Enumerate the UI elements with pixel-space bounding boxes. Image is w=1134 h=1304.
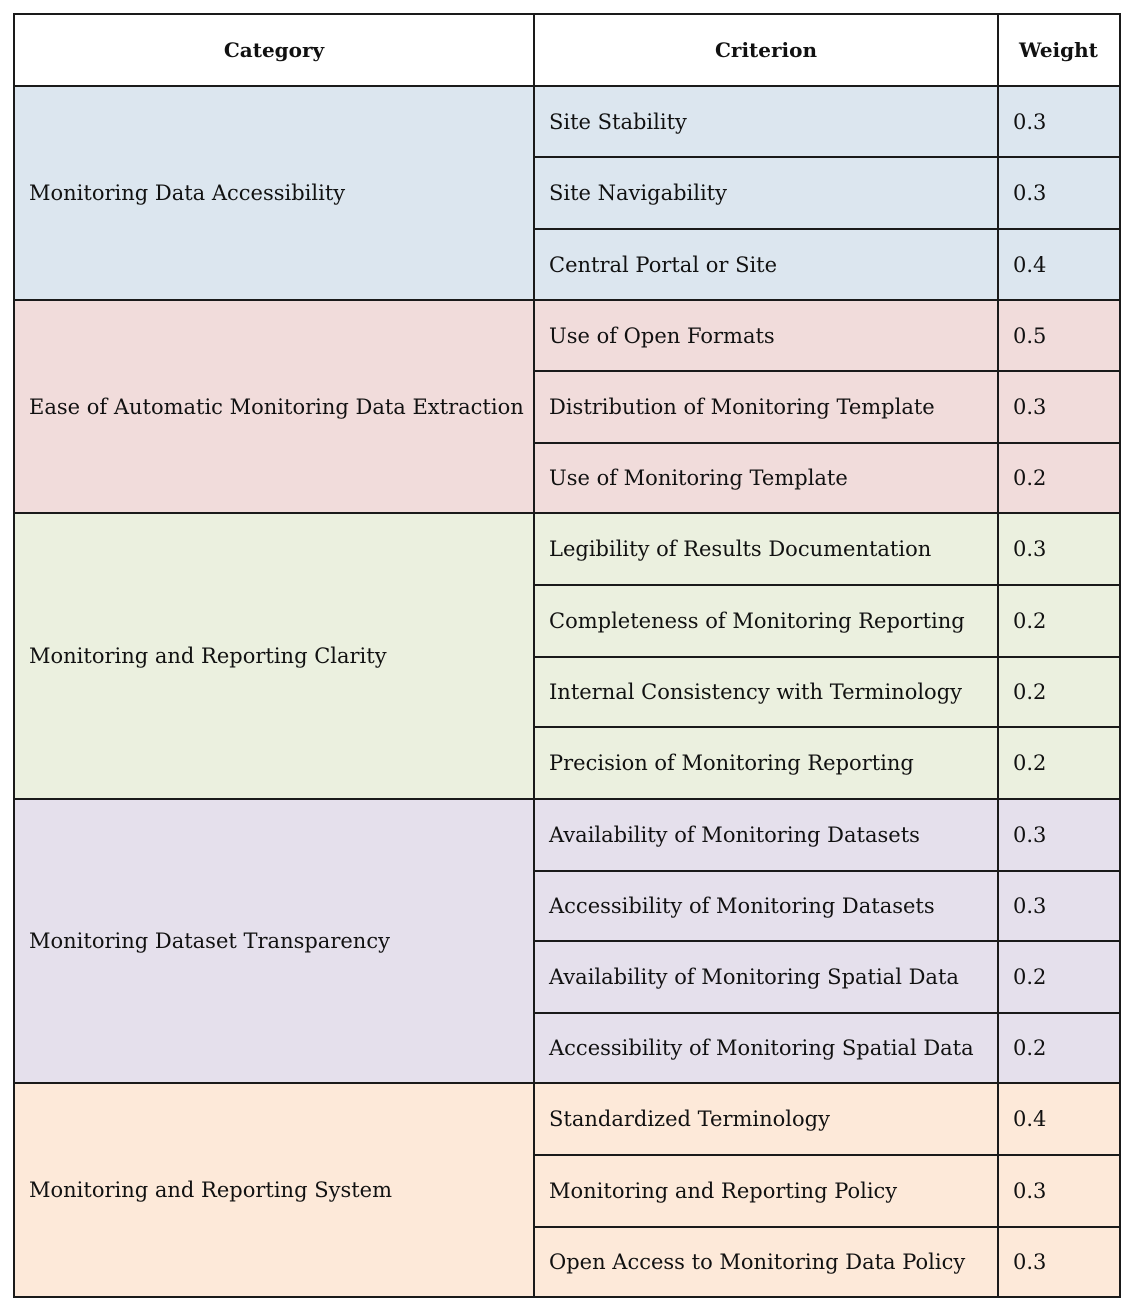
criterion-cell: Standardized Terminology xyxy=(533,1082,999,1156)
weight-cell: 0.2 xyxy=(997,584,1121,658)
table-row: Completeness of Monitoring Reporting 0.2 xyxy=(14,584,1121,658)
header-row: Category Criterion Weight xyxy=(13,13,1121,87)
weight-cell: 0.3 xyxy=(997,85,1121,158)
table-row: Monitoring Dataset Transparency Availabil… xyxy=(13,798,1121,1084)
table-row: Accessibility of Monitoring Datasets 0.3 xyxy=(14,870,1121,942)
criterion-cell: Use of Open Formats xyxy=(533,299,999,372)
criterion-cell: Availability of Monitoring Datasets xyxy=(533,798,999,872)
category-cell: Monitoring Data Accessibility xyxy=(13,85,535,301)
weight-cell: 0.5 xyxy=(997,299,1121,372)
criterion-cell: Monitoring and Reporting Policy xyxy=(533,1154,999,1228)
table-row: Monitoring and Reporting Policy 0.3 xyxy=(14,1154,1121,1228)
category-cell: Monitoring Dataset Transparency xyxy=(13,798,535,1084)
category-cell: Monitoring and Reporting System xyxy=(13,1082,535,1298)
weight-cell: 0.3 xyxy=(997,1226,1121,1298)
weight-cell: 0.3 xyxy=(997,370,1121,444)
weight-cell: 0.4 xyxy=(997,228,1121,301)
header-criterion: Criterion xyxy=(533,13,999,87)
table-row: Use of Monitoring Template 0.2 xyxy=(14,442,1121,514)
criterion-cell: Central Portal or Site xyxy=(533,228,999,301)
criterion-cell: Site Stability xyxy=(533,85,999,158)
table-row: Accessibility of Monitoring Spatial Data… xyxy=(14,1012,1121,1084)
criterion-cell: Site Navigability xyxy=(533,156,999,230)
criterion-cell: Accessibility of Monitoring Datasets xyxy=(533,870,999,942)
weight-cell: 0.4 xyxy=(997,1082,1121,1156)
category-cell: Ease of Automatic Monitoring Data Extrac… xyxy=(13,299,535,514)
criterion-cell: Open Access to Monitoring Data Policy xyxy=(533,1226,999,1298)
table-row: Monitoring Data Accessibility Site Stabil… xyxy=(13,85,1121,301)
criterion-cell: Use of Monitoring Template xyxy=(533,442,999,514)
header-weight: Weight xyxy=(997,13,1121,87)
table-row: Monitoring and Reporting System Standardi… xyxy=(13,1082,1121,1298)
table-row: Ease of Automatic Monitoring Data Extrac… xyxy=(13,299,1121,514)
weight-cell: 0.2 xyxy=(997,726,1121,800)
table-row: Distribution of Monitoring Template 0.3 xyxy=(14,370,1121,444)
table-row: Precision of Monitoring Reporting 0.2 xyxy=(14,726,1121,800)
criteria-table: Category Criterion Weight Monitoring Dat… xyxy=(13,13,1121,1298)
weight-cell: 0.3 xyxy=(997,156,1121,230)
table-body: Monitoring Data Accessibility Site Stabil… xyxy=(13,85,1121,1298)
weight-cell: 0.3 xyxy=(997,798,1121,872)
criterion-cell: Precision of Monitoring Reporting xyxy=(533,726,999,800)
criterion-cell: Completeness of Monitoring Reporting xyxy=(533,584,999,658)
weight-cell: 0.2 xyxy=(997,940,1121,1014)
table-row: Site Navigability 0.3 xyxy=(14,156,1121,230)
weight-cell: 0.2 xyxy=(997,656,1121,728)
weight-cell: 0.3 xyxy=(997,512,1121,586)
table-row: Internal Consistency with Terminology 0.2 xyxy=(14,656,1121,728)
weight-cell: 0.3 xyxy=(997,870,1121,942)
criterion-cell: Legibility of Results Documentation xyxy=(533,512,999,586)
criterion-cell: Accessibility of Monitoring Spatial Data xyxy=(533,1012,999,1084)
criterion-cell: Availability of Monitoring Spatial Data xyxy=(533,940,999,1014)
criterion-cell: Internal Consistency with Terminology xyxy=(533,656,999,728)
table-row: Monitoring and Reporting Clarity Legibili… xyxy=(13,512,1121,800)
weight-cell: 0.3 xyxy=(997,1154,1121,1228)
category-cell: Monitoring and Reporting Clarity xyxy=(13,512,535,800)
criterion-cell: Distribution of Monitoring Template xyxy=(533,370,999,444)
table-row: Central Portal or Site 0.4 xyxy=(14,228,1121,301)
header-category: Category xyxy=(13,13,535,87)
table-row: Open Access to Monitoring Data Policy 0.3 xyxy=(14,1226,1121,1298)
table-row: Availability of Monitoring Spatial Data 0… xyxy=(14,940,1121,1014)
weight-cell: 0.2 xyxy=(997,1012,1121,1084)
weight-cell: 0.2 xyxy=(997,442,1121,514)
